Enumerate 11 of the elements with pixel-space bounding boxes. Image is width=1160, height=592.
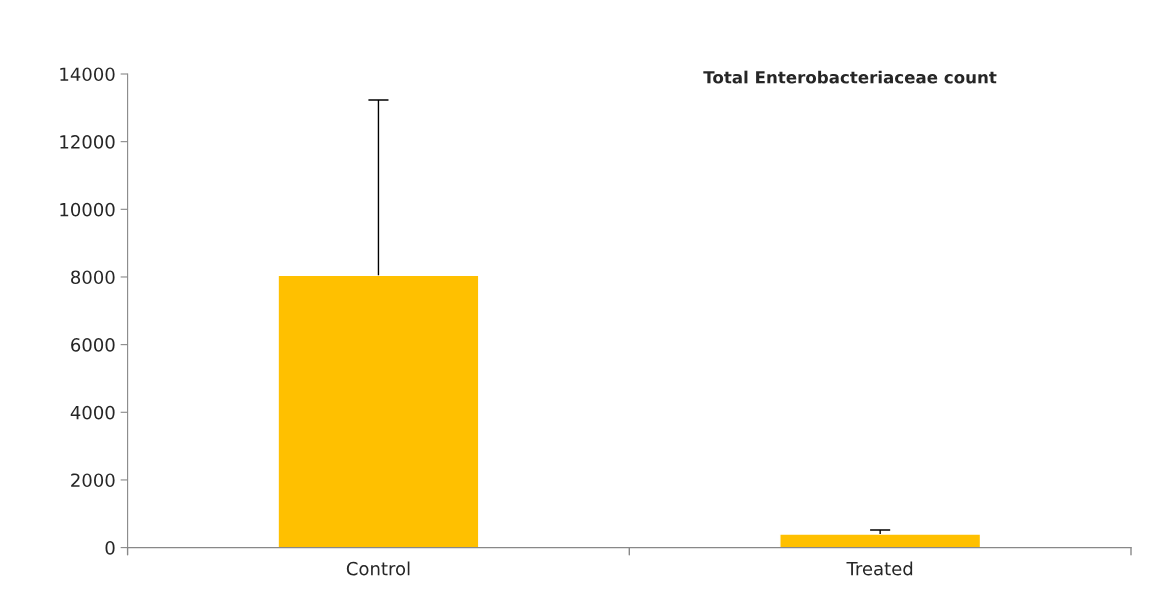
y-tick-label: 4000: [70, 405, 115, 420]
chart-title: Total Enterobacteriaceae count: [703, 70, 997, 84]
y-tick-label: 12000: [60, 135, 115, 149]
x-tick-label: Treated: [846, 561, 913, 576]
y-tick-label: 10000: [60, 202, 115, 217]
y-tick-label: 6000: [71, 338, 115, 352]
y-tick-label: 14000: [60, 67, 115, 82]
y-tick-label: 0: [105, 541, 115, 555]
x-tick-label: Control: [346, 561, 410, 576]
y-tick-label: 8000: [71, 270, 115, 285]
y-tick-label: 2000: [71, 473, 115, 488]
